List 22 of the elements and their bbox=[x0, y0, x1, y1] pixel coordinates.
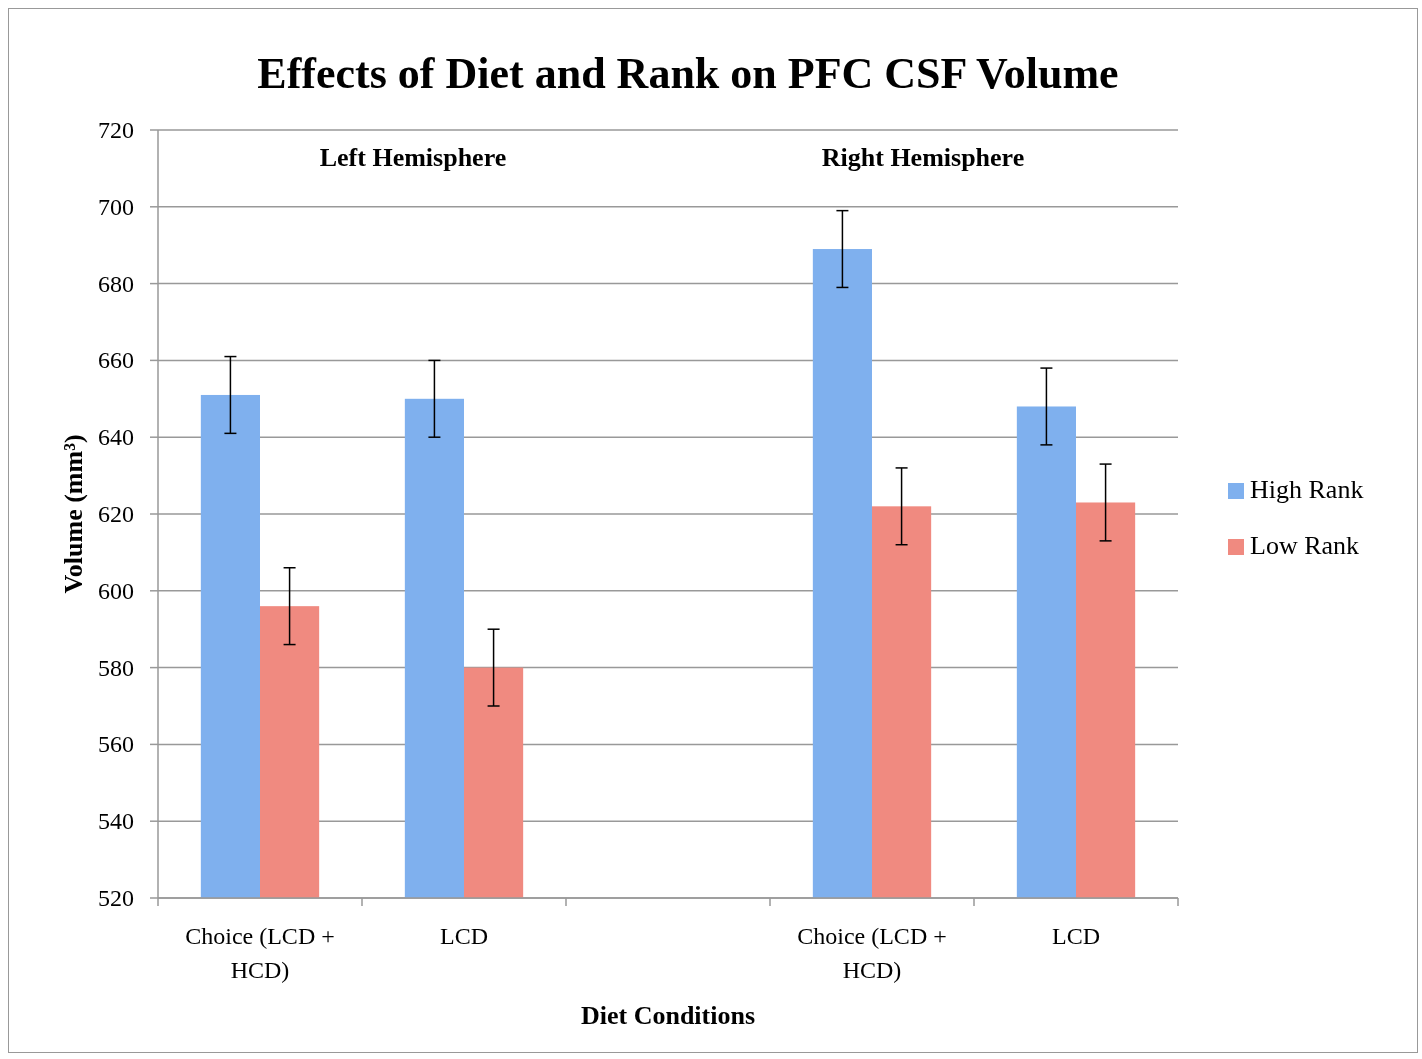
y-axis-title: Volume (mm³) bbox=[59, 434, 88, 594]
x-tick-label: Choice (LCD + HCD) bbox=[797, 923, 947, 983]
annotation: Right Hemisphere bbox=[821, 143, 1025, 172]
y-tick-label: 700 bbox=[98, 193, 134, 220]
y-tick-label: 540 bbox=[98, 808, 134, 835]
y-tick-label: 600 bbox=[98, 577, 134, 604]
x-tick-label: LCD bbox=[440, 923, 488, 949]
legend-label: High Rank bbox=[1250, 475, 1364, 504]
y-tick-label: 680 bbox=[98, 270, 134, 297]
y-tick-label: 620 bbox=[98, 501, 134, 527]
y-tick-label: 660 bbox=[98, 347, 134, 374]
y-tick-label: 720 bbox=[98, 117, 134, 143]
chart-title: Effects of Diet and Rank on PFC CSF Volume bbox=[257, 49, 1119, 98]
legend-label: Low Rank bbox=[1250, 531, 1360, 560]
y-tick-label: 560 bbox=[98, 731, 134, 758]
x-axis-title: Diet Conditions bbox=[580, 1001, 756, 1030]
y-tick-label: 640 bbox=[98, 424, 134, 451]
x-tick-label: LCD bbox=[1052, 923, 1100, 949]
y-tick-label: 520 bbox=[98, 885, 134, 911]
x-tick-label: Choice (LCD + HCD) bbox=[185, 923, 335, 983]
annotation: Left Hemisphere bbox=[319, 143, 507, 172]
y-tick-label: 580 bbox=[98, 654, 134, 681]
